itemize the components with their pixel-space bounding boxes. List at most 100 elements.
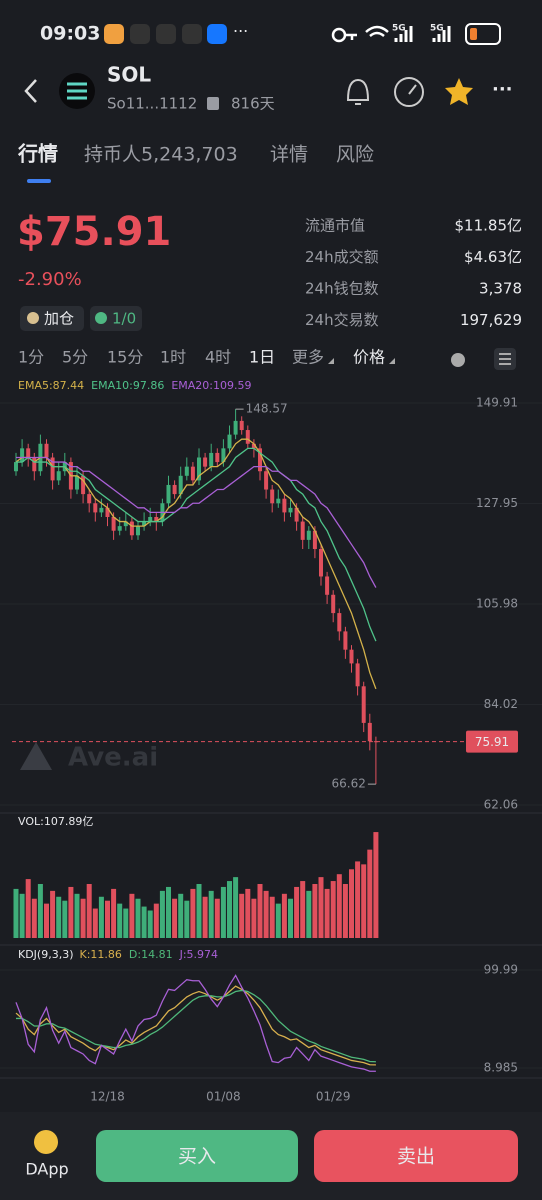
volume-bar (349, 869, 354, 938)
y-tick-label: 149.91 (476, 396, 518, 410)
stat-label: 24h钱包数 (305, 280, 379, 298)
back-button[interactable] (24, 79, 37, 103)
copy-button[interactable] (207, 97, 219, 110)
timeframe[interactable]: 价格 (353, 348, 385, 367)
candle-body (56, 471, 61, 481)
low-label: 66.62 (332, 777, 366, 791)
timeframe[interactable]: 1分 (18, 348, 44, 367)
legend-entry: D:14.81 (129, 948, 173, 961)
candle-body (148, 516, 153, 522)
volume-bar (37, 884, 43, 938)
candle-body (312, 530, 317, 550)
volume-bar (330, 881, 336, 938)
dapp-icon[interactable] (34, 1130, 58, 1154)
candle-body (343, 631, 348, 650)
timeframe[interactable]: 1时 (160, 348, 186, 367)
key-icon (345, 33, 357, 40)
volume-bar (135, 898, 141, 938)
volume-bar (367, 849, 373, 938)
volume-bar (202, 896, 208, 938)
tab[interactable]: 持币人5,243,703 (84, 144, 238, 166)
volume-bar (312, 884, 318, 938)
candle-body (355, 663, 360, 687)
timeframe[interactable]: 15分 (107, 348, 143, 367)
candle-body (209, 452, 214, 467)
indicator-line (16, 447, 377, 642)
y-tick-label: 99.99 (484, 963, 518, 977)
tab[interactable]: 行情 (17, 142, 58, 166)
candle-body (87, 494, 92, 504)
sell-button[interactable] (314, 1130, 518, 1182)
dropdown-arrow (328, 358, 334, 364)
candle-body (331, 594, 336, 614)
candle-body (105, 507, 110, 517)
volume-bar (92, 908, 98, 938)
buy-label[interactable]: 买入 (178, 1146, 216, 1168)
volume-bar (147, 910, 153, 938)
candle-body (294, 507, 299, 522)
indicator-line (15, 974, 376, 1072)
candle-body (117, 526, 122, 531)
y-tick-label: 8.985 (484, 1061, 518, 1075)
menu-button[interactable]: ··· (492, 79, 513, 100)
candle-body (75, 475, 79, 490)
y-tick-label: 105.98 (476, 597, 518, 611)
legend-entry: EMA20:109.59 (171, 379, 251, 392)
volume-bar (269, 896, 275, 938)
timeframe[interactable]: 1日 (249, 348, 275, 367)
more-icon: ··· (233, 22, 248, 41)
volume-bar (318, 877, 324, 938)
app-icon (182, 24, 202, 44)
current-price-tag (466, 730, 518, 753)
candle-body (215, 452, 220, 463)
volume-bar (31, 898, 37, 938)
app-icon (207, 24, 227, 44)
volume-bar (220, 886, 226, 938)
volume-bar (275, 903, 281, 938)
candle-body (319, 549, 323, 577)
candle-body (190, 466, 195, 481)
tab[interactable]: 详情 (270, 144, 308, 166)
buy-button[interactable] (96, 1130, 298, 1182)
tab[interactable]: 风险 (336, 144, 374, 166)
stat-value: 197,629 (460, 311, 522, 329)
token-address: So11...1112 (107, 95, 197, 113)
stats: 流通市值 $11.85亿 24h成交额 $4.63亿 24h钱包数 3,378 24h交易数… (305, 217, 522, 330)
badge-icon (27, 312, 39, 324)
candle-body (233, 420, 238, 435)
high-label: 148.57 (246, 402, 288, 416)
stat-label: 24h成交额 (305, 248, 379, 266)
volume-bar (227, 881, 232, 938)
volume-bar (300, 881, 306, 938)
gauge-button[interactable] (394, 77, 424, 107)
wifi-icon (365, 25, 389, 37)
candle-body (50, 457, 55, 481)
badge (20, 306, 84, 331)
dapp-label[interactable]: DApp (25, 1160, 68, 1179)
candle-body (306, 530, 311, 540)
sell-label[interactable]: 卖出 (397, 1146, 435, 1168)
favorite-button[interactable] (445, 78, 473, 105)
bell-button[interactable] (346, 78, 370, 105)
candle-body (178, 475, 183, 495)
candle-body (245, 430, 250, 444)
volume-bar (208, 890, 214, 938)
settings-button (499, 353, 511, 365)
token-logo (67, 82, 87, 100)
token-title: SOL (107, 63, 151, 87)
badge-icon (95, 312, 107, 324)
volume-bar (117, 903, 123, 938)
candle-body (288, 507, 293, 513)
indicator-button[interactable] (451, 353, 465, 367)
timeframe[interactable]: 更多 (292, 348, 324, 367)
candle-body (20, 448, 25, 463)
timeframe[interactable]: 5分 (62, 348, 88, 367)
volume-bar (190, 888, 196, 938)
stat-value: $11.85亿 (455, 217, 523, 235)
timeframe[interactable]: 4时 (205, 348, 231, 367)
current-price-label: 75.91 (475, 735, 509, 749)
panel-title: KDJ(9,3,3) (18, 948, 74, 961)
candle-body (282, 498, 287, 513)
volume-bar (105, 900, 110, 938)
panel-title: VOL:107.89亿 (18, 815, 93, 828)
